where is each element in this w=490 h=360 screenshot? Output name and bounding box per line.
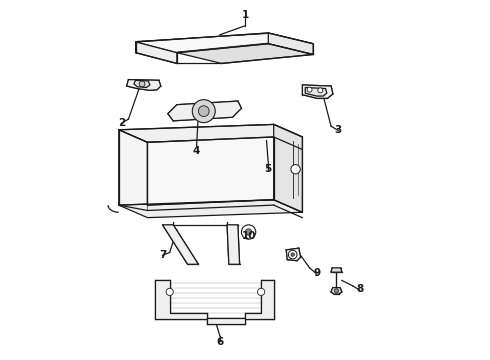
Circle shape bbox=[291, 165, 300, 174]
Circle shape bbox=[166, 288, 173, 296]
Polygon shape bbox=[119, 200, 302, 218]
Polygon shape bbox=[305, 87, 327, 96]
Polygon shape bbox=[168, 101, 242, 121]
Text: 10: 10 bbox=[242, 231, 256, 240]
Polygon shape bbox=[126, 80, 161, 90]
Polygon shape bbox=[136, 33, 313, 53]
Text: 6: 6 bbox=[216, 337, 223, 347]
Polygon shape bbox=[134, 80, 150, 87]
Polygon shape bbox=[136, 42, 177, 63]
Circle shape bbox=[192, 100, 215, 123]
Polygon shape bbox=[147, 137, 274, 205]
Polygon shape bbox=[302, 85, 333, 98]
Circle shape bbox=[289, 250, 297, 259]
Polygon shape bbox=[274, 125, 302, 212]
Text: 4: 4 bbox=[193, 146, 200, 156]
Polygon shape bbox=[163, 225, 198, 264]
Circle shape bbox=[242, 225, 256, 239]
Polygon shape bbox=[269, 33, 313, 54]
Circle shape bbox=[198, 106, 209, 117]
Text: 3: 3 bbox=[335, 125, 342, 135]
Polygon shape bbox=[119, 130, 147, 211]
Text: 5: 5 bbox=[265, 164, 272, 174]
Circle shape bbox=[318, 88, 323, 93]
Circle shape bbox=[258, 288, 265, 296]
Text: 9: 9 bbox=[313, 268, 320, 278]
Polygon shape bbox=[177, 44, 313, 63]
Circle shape bbox=[334, 289, 339, 293]
Circle shape bbox=[307, 87, 312, 92]
Text: 8: 8 bbox=[356, 284, 364, 294]
Text: 2: 2 bbox=[118, 118, 125, 128]
Circle shape bbox=[139, 81, 145, 87]
Circle shape bbox=[291, 253, 294, 256]
Polygon shape bbox=[119, 125, 302, 142]
Polygon shape bbox=[331, 268, 342, 272]
Text: 1: 1 bbox=[242, 10, 248, 20]
Polygon shape bbox=[227, 225, 240, 264]
Text: 7: 7 bbox=[159, 250, 166, 260]
Circle shape bbox=[245, 229, 252, 235]
Polygon shape bbox=[155, 280, 274, 324]
Polygon shape bbox=[331, 288, 342, 294]
Polygon shape bbox=[286, 248, 300, 261]
